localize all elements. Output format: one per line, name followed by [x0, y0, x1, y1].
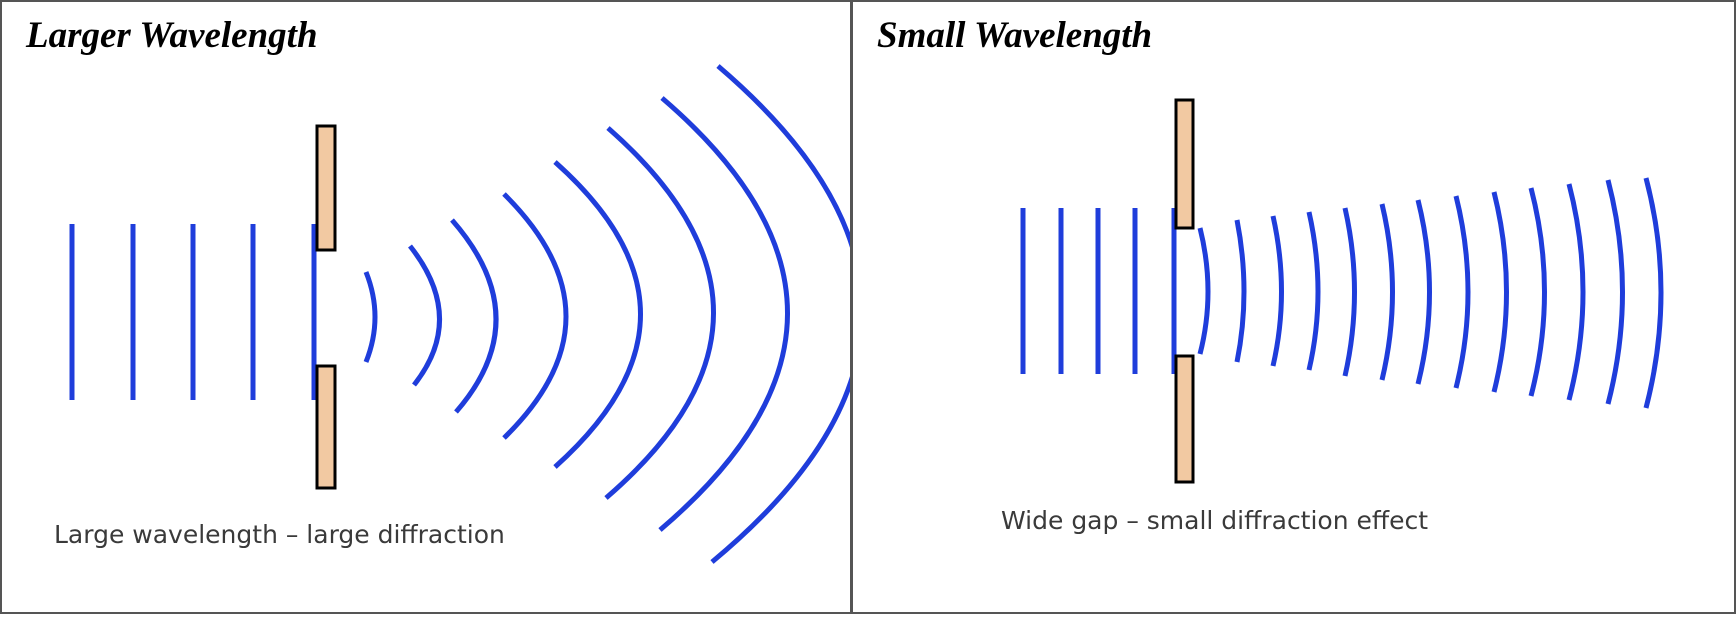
diffracted-wavefront	[408, 244, 442, 387]
diffracted-wavefront	[1234, 219, 1247, 363]
left-upper-barrier	[315, 124, 337, 252]
left-caption: Large wavelength – large diffraction	[54, 520, 505, 549]
diffracted-wavefront	[502, 192, 569, 440]
diffracted-wavefront	[710, 64, 850, 564]
left-lower-barrier	[315, 364, 337, 490]
diffracted-wavefront	[1197, 227, 1211, 355]
left-title: Larger Wavelength	[26, 15, 318, 56]
diffracted-wavefront	[363, 271, 378, 363]
diffracted-wavefront	[1306, 211, 1321, 371]
diffracted-wavefront	[1528, 187, 1547, 397]
diffracted-wavefront	[1643, 177, 1664, 409]
right-diffraction-diagram: Wide gap – small diffraction effect	[1001, 98, 1664, 535]
diffracted-wavefront	[1415, 199, 1432, 385]
right-panel: Small Wavelength Wide gap – small dif	[850, 0, 1736, 614]
left-diffracted-wavefronts	[363, 64, 850, 564]
left-panel: Larger Wavelength Large wavelength – lar…	[0, 0, 852, 614]
diffracted-wavefront	[450, 218, 499, 414]
right-incident-wavefronts	[1020, 208, 1177, 374]
diffracted-wavefront	[658, 96, 790, 532]
diffracted-wavefront	[1566, 183, 1586, 401]
diffracted-wavefront	[553, 160, 643, 469]
diffracted-wavefront	[1605, 179, 1625, 405]
diffracted-wavefront	[604, 126, 716, 500]
left-diffraction-diagram: Large wavelength – large diffraction	[54, 64, 850, 564]
diffracted-wavefront	[1342, 207, 1357, 377]
right-caption: Wide gap – small diffraction effect	[1001, 506, 1428, 535]
diffracted-wavefront	[1379, 203, 1395, 381]
right-lower-barrier	[1174, 354, 1195, 484]
diffracted-wavefront	[1270, 215, 1284, 367]
right-diffracted-wavefronts	[1197, 177, 1664, 409]
left-incident-wavefronts	[69, 224, 317, 400]
right-upper-barrier	[1174, 98, 1195, 230]
diffracted-wavefront	[1453, 195, 1471, 389]
diffracted-wavefront	[1491, 191, 1509, 393]
right-title: Small Wavelength	[877, 15, 1153, 56]
